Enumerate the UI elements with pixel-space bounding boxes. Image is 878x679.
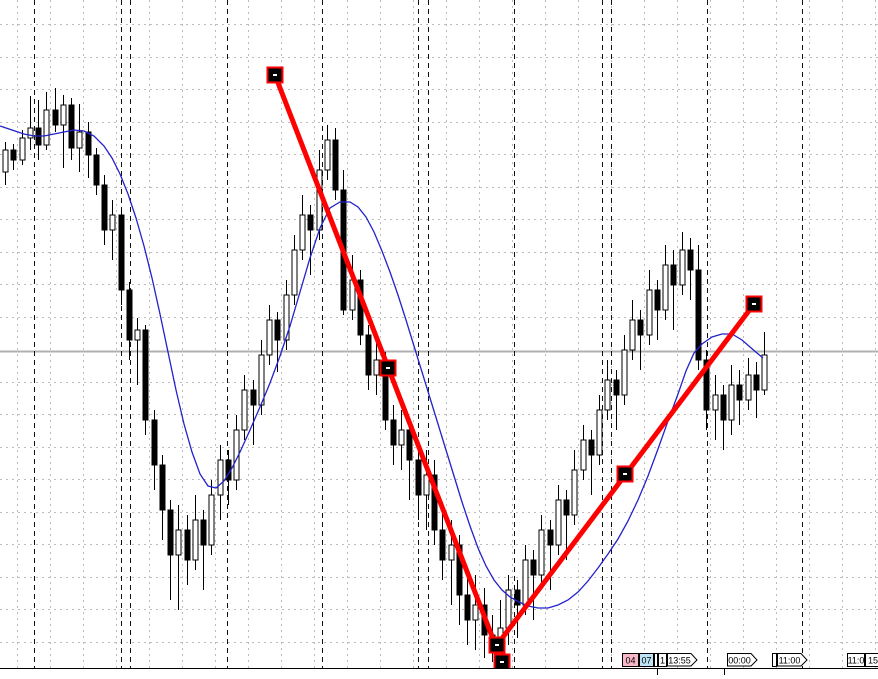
candle-body <box>218 460 223 495</box>
candle-body <box>737 385 742 400</box>
candle-body <box>168 510 173 555</box>
candle-body <box>539 530 544 575</box>
candle-body <box>259 355 264 405</box>
candle-body <box>754 375 759 390</box>
candle-body <box>663 265 668 310</box>
candle-body <box>127 290 132 340</box>
candle-body <box>176 530 181 555</box>
candle-body <box>11 150 16 160</box>
candle-body <box>110 215 115 230</box>
candle-body <box>605 380 610 410</box>
axis-tick <box>724 669 725 675</box>
candle-body <box>622 350 627 395</box>
candle-body <box>523 560 528 605</box>
time-axis[interactable] <box>0 668 878 679</box>
candle-body <box>531 560 536 575</box>
candle-body <box>366 335 371 375</box>
candle-body <box>416 460 421 495</box>
candle-body <box>721 395 726 420</box>
candle-body <box>614 380 619 395</box>
candle-body <box>407 430 412 460</box>
candle-body <box>275 320 280 340</box>
candle-body <box>762 355 767 390</box>
candle-body <box>119 215 124 290</box>
candle-body <box>251 390 256 405</box>
candle-body <box>688 250 693 270</box>
candle-body <box>746 375 751 400</box>
candle-body <box>44 110 49 145</box>
candle-body <box>242 390 247 430</box>
axis-tick <box>657 669 658 675</box>
candle-body <box>77 132 82 148</box>
candle-body <box>160 465 165 510</box>
candle-body <box>193 520 198 560</box>
candle-body <box>152 420 157 465</box>
candle-body <box>440 530 445 560</box>
candle-body <box>185 530 190 560</box>
candle-body <box>713 395 718 410</box>
candle-body <box>597 410 602 455</box>
candle-body <box>374 360 379 375</box>
candle-body <box>564 500 569 515</box>
candle-body <box>20 138 25 160</box>
candle-body <box>655 290 660 310</box>
candle-body <box>556 500 561 545</box>
candle-body <box>3 150 8 172</box>
trendline-handle-dot <box>495 644 499 646</box>
candle-body <box>209 495 214 545</box>
candle-body <box>589 440 594 455</box>
trendline-handle-dot <box>500 661 504 663</box>
candle-body <box>391 420 396 445</box>
candle-body <box>102 185 107 230</box>
candle-body <box>325 140 330 170</box>
candle-body <box>671 265 676 285</box>
trendline-handle-dot <box>386 367 390 369</box>
candle-body <box>449 545 454 560</box>
candle-body <box>333 140 338 190</box>
candle-body <box>638 320 643 335</box>
candle-body <box>28 128 33 138</box>
candle-body <box>572 470 577 515</box>
candle-body <box>581 440 586 470</box>
candle-body <box>465 595 470 620</box>
candle-body <box>267 320 272 355</box>
candle-body <box>292 250 297 295</box>
trendline-handle-dot <box>623 473 627 475</box>
candle-body <box>143 330 148 420</box>
candle-body <box>399 430 404 445</box>
candle-body <box>201 520 206 545</box>
candle-body <box>53 110 58 125</box>
candle-body <box>473 605 478 620</box>
candle-body <box>135 330 140 340</box>
candle-body <box>680 250 685 285</box>
candle-body <box>647 290 652 335</box>
trendline-handle-dot <box>752 303 756 305</box>
candle-body <box>548 530 553 545</box>
candle-body <box>94 155 99 185</box>
candle-body <box>630 320 635 350</box>
candle-body <box>308 215 313 230</box>
candle-body <box>300 215 305 250</box>
candle-body <box>61 105 66 125</box>
candle-body <box>69 105 74 148</box>
candle-body <box>86 132 91 155</box>
trendline-handle-dot <box>273 74 277 76</box>
candle-body <box>729 385 734 420</box>
